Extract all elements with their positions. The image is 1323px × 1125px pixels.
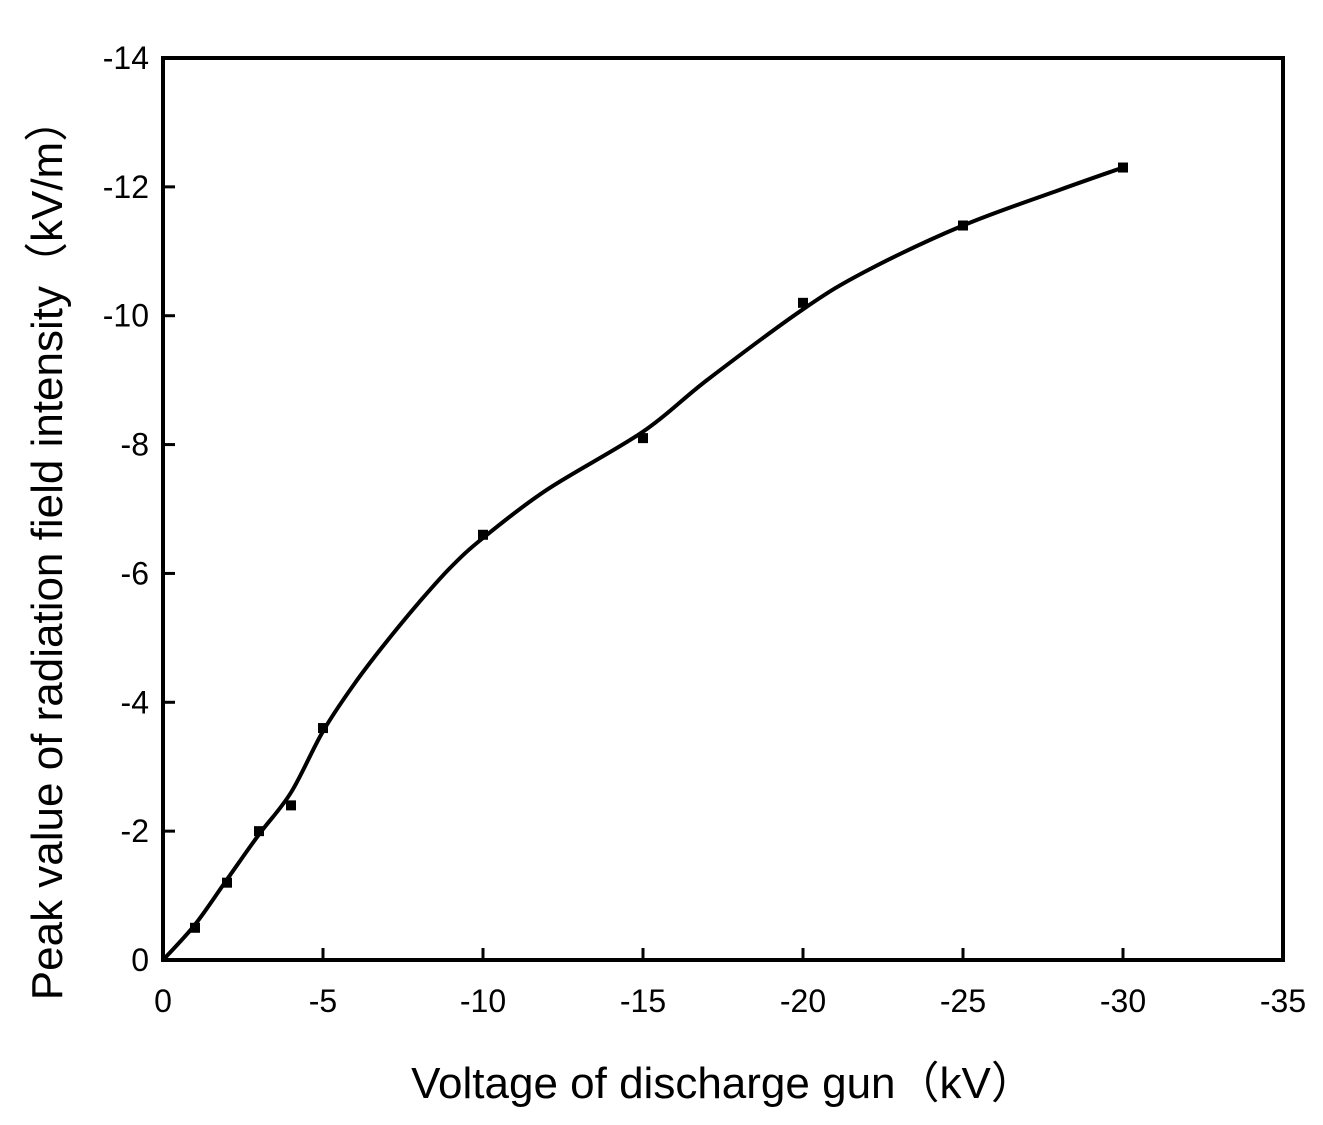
data-point [638,433,648,444]
x-tick-label: -15 [620,983,666,1019]
tick-labels: 0 -5 -10 -15 -20 -25 -30 -35 0 -2 -4 -6 -8 -10 -12 -14 [103,40,1306,1019]
y-tick-label: -10 [103,298,149,334]
y-tick-label: -12 [103,169,149,205]
y-tick-label: 0 [131,942,149,978]
x-tick-label: 0 [154,983,172,1019]
y-tick-label: -14 [103,40,149,76]
data-point [222,877,232,888]
data-point [478,529,488,540]
data-point [286,800,296,811]
y-tick-label: -4 [121,684,149,720]
x-axis-title: Voltage of discharge gun（kV） [411,1059,1035,1108]
data-point [318,723,328,734]
plot-frame [161,56,1285,962]
x-tick-label: -25 [940,983,986,1019]
x-tick-label: -5 [309,983,337,1019]
y-axis-title: Peak value of radiation field intensity（… [23,98,72,1000]
data-points [190,162,1128,933]
y-tick-label: -2 [121,813,149,849]
data-point [190,922,200,933]
x-tick-label: -35 [1260,983,1306,1019]
y-tick-label: -8 [121,427,149,463]
x-tick-label: -30 [1100,983,1146,1019]
data-point [254,826,264,837]
axis-ticks [161,56,1285,962]
data-point [798,297,808,308]
x-tick-label: -20 [780,983,826,1019]
data-point [958,220,968,231]
data-point [1118,162,1128,173]
x-tick-label: -10 [460,983,506,1019]
y-tick-label: -6 [121,555,149,591]
fit-line [161,165,1125,962]
